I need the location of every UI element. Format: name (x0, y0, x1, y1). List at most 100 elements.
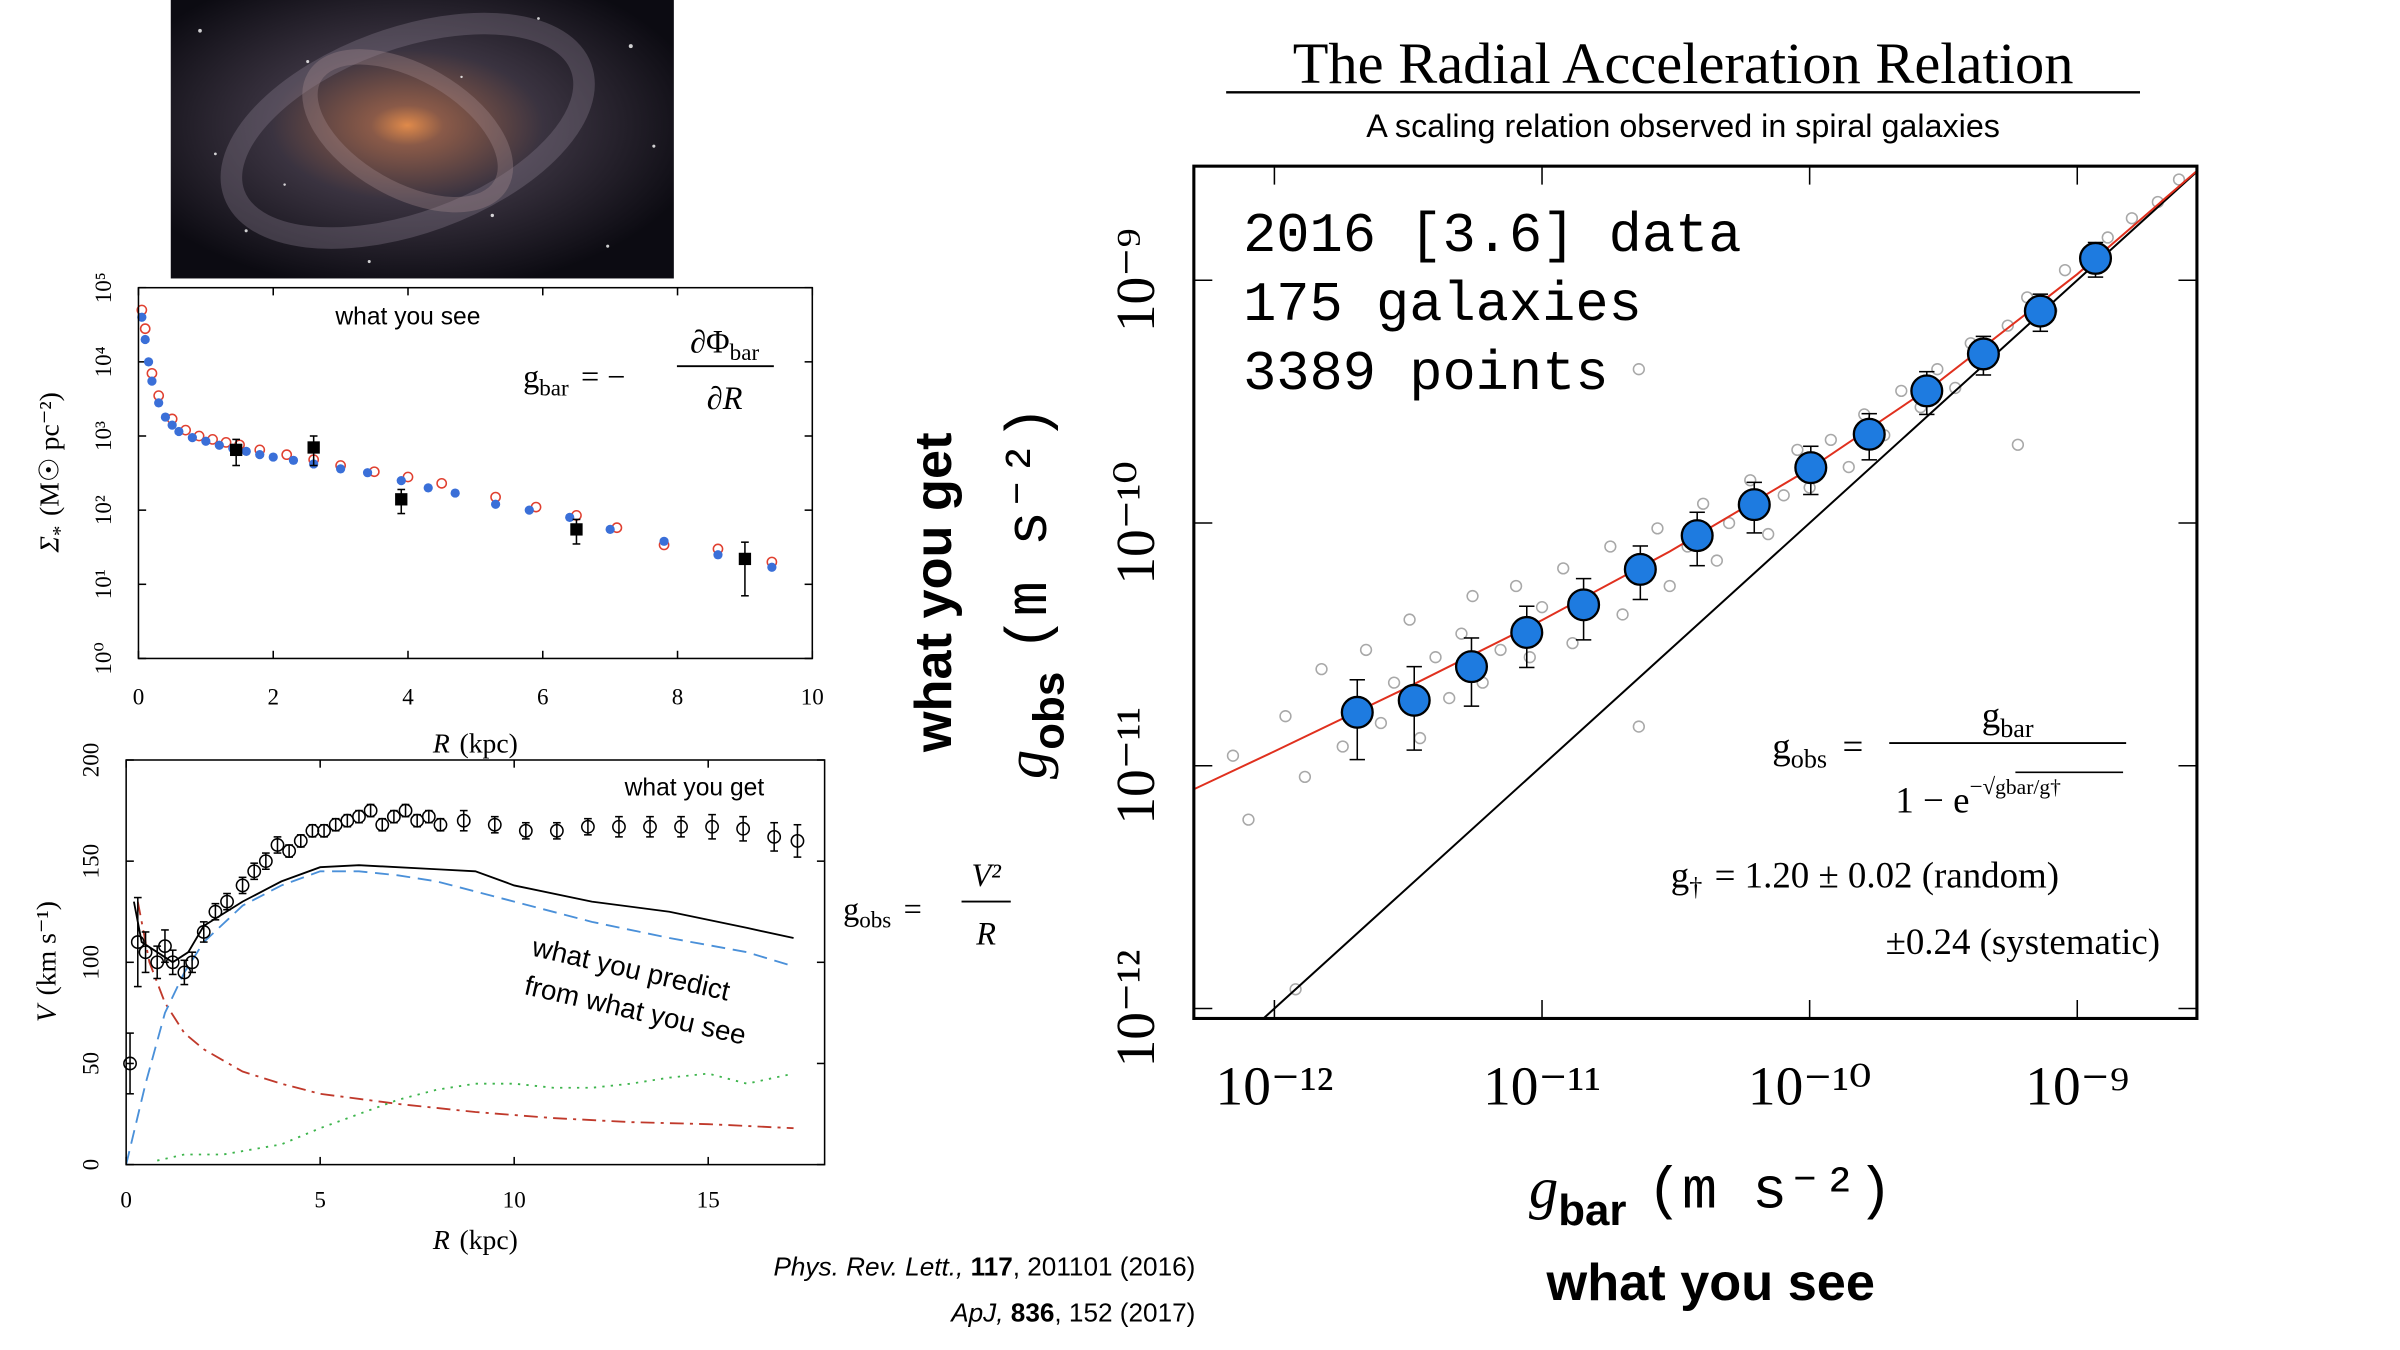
error-bar (180, 959, 189, 986)
point (421, 809, 436, 824)
x-tick-label: 10 (801, 684, 824, 710)
y-tick-label: 200 (77, 743, 103, 778)
point (767, 829, 782, 844)
eq-part: = 1.20 ± 0.02 (random) (1715, 855, 2059, 897)
point (1651, 522, 1664, 535)
point (713, 550, 723, 560)
point (1777, 489, 1790, 502)
eq-part: bar (730, 339, 760, 365)
point (1744, 474, 1757, 487)
point (1455, 627, 1468, 640)
reference: ApJ, 836, 152 (2017) (949, 1298, 1195, 1328)
axis-symbol: R (432, 1224, 450, 1255)
point (1535, 601, 1549, 614)
y-tick-label: 10⁵ (90, 272, 116, 303)
axis-subscript: obs (1025, 672, 1074, 750)
axis-unit: (kpc) (459, 727, 517, 758)
point (436, 477, 448, 489)
axis-label: V (km s⁻¹) (30, 901, 61, 1022)
plot-frame (125, 759, 826, 1166)
point (363, 803, 378, 818)
point (1762, 527, 1775, 541)
x-tick-label: 8 (672, 684, 684, 710)
eq-part: R (975, 916, 996, 952)
point (1403, 613, 1416, 626)
x-tick-label: 10 (503, 1187, 526, 1213)
point (433, 817, 448, 832)
point (565, 512, 575, 522)
point (230, 443, 243, 457)
point (1387, 676, 1401, 689)
error-bar (320, 823, 328, 838)
eq-part: = (904, 891, 922, 927)
point (705, 819, 720, 834)
axis-unit: (m s⁻²) (1647, 1159, 1893, 1226)
y-tick-label: 10¹ (90, 569, 116, 599)
point (1289, 983, 1302, 996)
point (1557, 562, 1570, 575)
error-bar (285, 844, 293, 858)
pages: , 152 (2017) (1054, 1298, 1195, 1328)
point (1340, 695, 1374, 729)
series-line (156, 1072, 794, 1162)
point (1616, 608, 1629, 621)
point (1604, 540, 1617, 553)
point (1454, 650, 1489, 684)
svg-text:1 − e−√gbar/g†: 1 − e−√gbar/g† (1895, 773, 2061, 820)
point (1910, 374, 1944, 408)
error-bar (770, 821, 779, 852)
equation-gbar: gbar = − ∂Φbar ∂R (523, 323, 774, 416)
equation-gdagger: g† = 1.20 ± 0.02 (random) ±0.24 (systemat… (1671, 855, 2160, 963)
annotation: what you see (334, 304, 480, 331)
point (524, 505, 534, 515)
eq-part: = − (581, 359, 626, 395)
point (154, 398, 164, 408)
eq-part: 1 − e (1895, 779, 1969, 820)
point (201, 436, 211, 446)
volume: 117 (971, 1251, 1013, 1281)
galaxy-image (170, 0, 674, 279)
point (2172, 173, 2186, 186)
error-bar (126, 1032, 134, 1095)
point (214, 440, 224, 450)
y-tick-label: 10⁴ (90, 346, 116, 377)
point (1791, 443, 1804, 457)
y-tick-label: 10⁻⁹ (1105, 228, 1166, 332)
point (2078, 241, 2113, 275)
svg-text:gobs=: gobs = (1772, 725, 1863, 773)
point (643, 819, 657, 834)
point (395, 493, 408, 506)
error-bar (153, 945, 162, 980)
point (255, 450, 265, 460)
point (247, 864, 262, 879)
svg-text:gbar= −: gbar = − (523, 359, 625, 401)
eq-part: g (1772, 725, 1790, 766)
eq-part: g (523, 359, 539, 395)
point (138, 945, 153, 960)
annotation: 2016 [3.6] data (1243, 205, 1741, 268)
error-bar (378, 817, 387, 832)
point (150, 955, 165, 970)
plot-frame (1192, 164, 2199, 1021)
point (1359, 643, 1373, 657)
eq-part: g (1982, 695, 2000, 736)
point (487, 817, 502, 832)
point (1466, 589, 1479, 603)
point (352, 809, 366, 824)
point (1443, 691, 1456, 705)
y-tick-label: 10³ (90, 421, 116, 451)
point (605, 524, 615, 535)
eq-part: g (1671, 855, 1689, 896)
error-bar (793, 823, 802, 858)
point (1510, 615, 1544, 650)
point (1794, 451, 1828, 485)
y-tick-label: 10⁻¹² (1105, 950, 1166, 1068)
point (208, 904, 223, 919)
point (736, 821, 751, 836)
error-bar (141, 931, 150, 974)
point (1567, 588, 1601, 622)
error-bar (133, 896, 142, 988)
point (767, 562, 777, 572)
x-tick-label: 0 (133, 684, 145, 710)
